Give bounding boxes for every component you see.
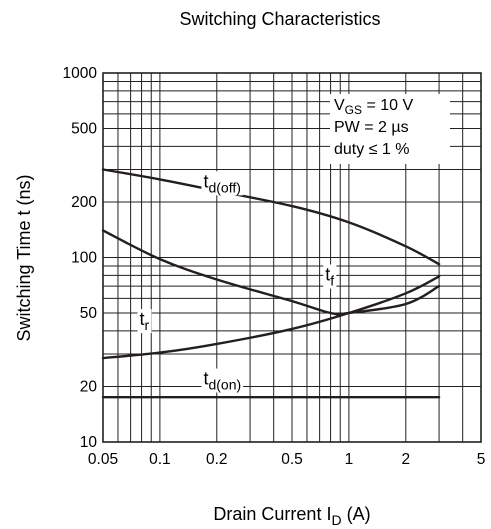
series-label-background	[323, 264, 337, 289]
y-tick-label: 50	[80, 305, 98, 322]
series-line-doff	[101, 168, 441, 266]
x-tick-labels: 0.05 0.1 0.2 0.5 1 2 5	[88, 451, 485, 468]
x-tick-label: 0.5	[281, 451, 303, 468]
condition-line: duty ≤ 1 %	[334, 141, 409, 158]
series-label-background	[201, 368, 244, 393]
y-tick-labels: 10 20 50 100 200 500 1000	[63, 65, 98, 451]
y-tick-label: 100	[71, 250, 97, 267]
series-label-r: tr	[140, 309, 150, 333]
x-axis-label: Drain Current ID (A)	[213, 504, 370, 528]
series-label-f: tf	[325, 265, 334, 289]
plot-frame	[102, 72, 482, 443]
series-line-f	[101, 229, 441, 316]
x-tick-label: 0.1	[149, 451, 171, 468]
y-tick-label: 200	[71, 194, 97, 211]
x-tick-label: 0.05	[88, 451, 118, 468]
series-label-background	[201, 171, 243, 196]
x-tick-label: 1	[345, 451, 354, 468]
series-label-doff: td(off)	[203, 171, 240, 195]
x-tick-label: 0.2	[206, 451, 228, 468]
condition-line: PW = 2 µs	[334, 119, 409, 136]
y-axis-label: Switching Time t (ns)	[14, 174, 34, 341]
curve-labels: td(off) tf tr td(on)	[137, 171, 337, 393]
series-label-background	[137, 309, 152, 334]
series-label-don: td(on)	[203, 368, 241, 392]
plot-curves	[101, 168, 441, 399]
x-tick-label: 2	[401, 451, 410, 468]
y-tick-label: 1000	[63, 65, 98, 82]
x-tick-label: 5	[477, 451, 486, 468]
conditions-background	[330, 94, 450, 164]
chart-title: Switching Characteristics	[179, 9, 380, 29]
y-tick-label: 10	[80, 434, 98, 451]
series-line-r	[101, 275, 441, 360]
y-tick-label: 500	[71, 121, 97, 138]
test-conditions-box: VGS = 10 V PW = 2 µs duty ≤ 1 %	[330, 94, 450, 164]
y-tick-label: 20	[80, 378, 98, 395]
condition-line: VGS = 10 V	[334, 97, 413, 117]
